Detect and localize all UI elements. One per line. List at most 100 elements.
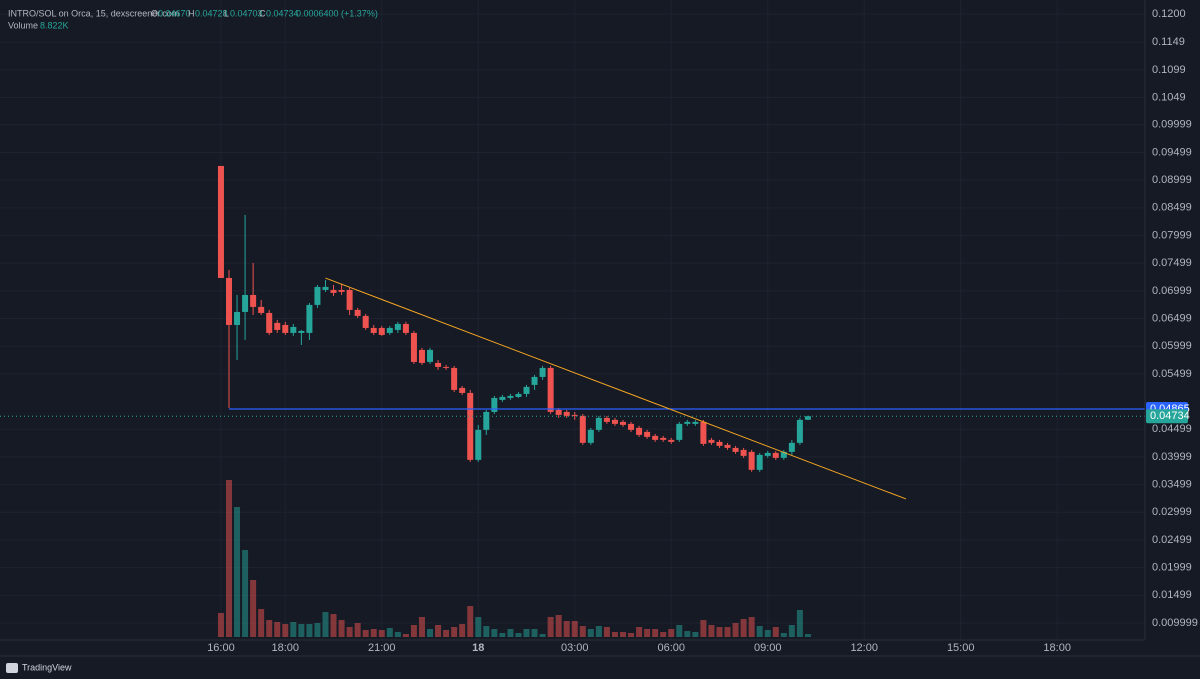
volume-bar — [668, 629, 675, 637]
candle-body — [386, 327, 393, 333]
candle-body — [732, 447, 739, 452]
last-price-tag — [1146, 409, 1188, 424]
volume-bar — [217, 613, 224, 637]
x-tick-label: 18:00 — [1043, 642, 1071, 654]
volume-bar — [788, 625, 795, 637]
candle-body — [788, 442, 795, 452]
volume-bar — [354, 623, 361, 637]
candle-body — [571, 414, 578, 416]
volume-bar — [692, 632, 699, 637]
volume-bar — [467, 606, 474, 637]
candle-body — [322, 286, 329, 290]
volume-bar — [402, 634, 409, 637]
candle-body — [467, 392, 474, 460]
candle-body — [523, 386, 530, 394]
volume-bar — [660, 632, 667, 637]
candle-body — [619, 421, 626, 425]
volume-bar — [628, 633, 635, 637]
candle-body — [628, 423, 635, 430]
volume-bar — [700, 620, 707, 637]
x-tick-label: 03:00 — [561, 642, 589, 654]
x-tick-label: 21:00 — [368, 642, 396, 654]
volume-bar — [603, 627, 610, 637]
candle-body — [491, 397, 498, 412]
x-tick-label: 09:00 — [754, 642, 782, 654]
candle-body — [362, 315, 369, 328]
candle-body — [418, 349, 425, 363]
candle-body — [595, 417, 602, 430]
candle-body — [346, 289, 353, 310]
volume-bar — [515, 633, 522, 637]
volume-bar — [427, 629, 434, 637]
candle-body — [282, 324, 289, 333]
volume-bar — [386, 628, 393, 637]
candle-body — [402, 323, 409, 333]
candle-body — [636, 427, 643, 435]
volume-bar — [804, 633, 811, 637]
x-tick-label: 15:00 — [947, 642, 975, 654]
brand-name: TradingView — [22, 662, 72, 672]
volume-bar — [362, 630, 369, 637]
y-tick-label: 0.08499 — [1152, 202, 1192, 214]
footer-brand[interactable]: TradingView — [6, 662, 72, 673]
volume-bar — [748, 617, 755, 637]
candle-body — [370, 327, 377, 333]
candle-body — [716, 441, 723, 446]
candle-body — [684, 421, 691, 424]
volume-bar — [266, 620, 273, 637]
change: 0.0006400 (+1.37%) — [296, 8, 378, 18]
candle-body — [394, 323, 401, 330]
candle-body — [692, 421, 699, 424]
volume-bar — [732, 623, 739, 637]
volume-layer — [217, 480, 811, 637]
candle-body — [644, 431, 651, 437]
candle-body — [587, 429, 594, 443]
y-tick-label: 0.009999 — [1152, 617, 1198, 629]
y-tick-label: 0.06999 — [1152, 285, 1192, 297]
volume-bar — [579, 626, 586, 637]
volume-bar — [724, 627, 731, 637]
ohlc-value: 0.04703 — [230, 8, 263, 18]
volume-bar — [282, 624, 289, 637]
y-tick-label: 0.1099 — [1152, 64, 1186, 76]
y-tick-label: 0.03499 — [1152, 479, 1192, 491]
candle-body — [515, 393, 522, 397]
candle-body — [772, 452, 779, 458]
volume-bar — [644, 629, 651, 637]
volume-bar — [756, 626, 763, 637]
candle-body — [338, 289, 345, 292]
y-tick-label: 0.1200 — [1152, 8, 1186, 20]
y-tick-label: 0.02999 — [1152, 506, 1192, 518]
volume-value: 8.822K — [40, 20, 69, 30]
volume-bar — [298, 624, 305, 637]
x-tick-label: 16:00 — [207, 642, 235, 654]
volume-bar — [636, 627, 643, 637]
grid — [0, 0, 1145, 640]
candle-body — [756, 454, 763, 470]
candle-body — [555, 409, 562, 415]
candle-body — [459, 387, 466, 393]
volume-bar — [250, 580, 257, 637]
y-tick-label: 0.07499 — [1152, 257, 1192, 269]
volume-bar — [435, 625, 442, 637]
ohlc-value: 0.04670 — [158, 8, 191, 18]
candle-body — [796, 419, 803, 443]
ohlc-value: 0.04728 — [195, 8, 228, 18]
ohlc-key: O — [151, 8, 158, 18]
y-tick-label: 0.05499 — [1152, 368, 1192, 380]
candle-body — [708, 439, 715, 443]
candle-body — [748, 451, 755, 470]
candle-body — [483, 411, 490, 430]
candle-body — [274, 322, 281, 330]
candle-body — [378, 327, 385, 335]
candle-body — [603, 417, 610, 422]
volume-bar — [346, 627, 353, 637]
candle-body — [652, 435, 659, 440]
y-tick-label: 0.09999 — [1152, 119, 1192, 131]
y-tick-label: 0.01999 — [1152, 562, 1192, 574]
y-tick-label: 0.04499 — [1152, 423, 1192, 435]
volume-bar — [611, 632, 618, 637]
volume-bar — [595, 626, 602, 637]
volume-bar — [475, 617, 482, 637]
